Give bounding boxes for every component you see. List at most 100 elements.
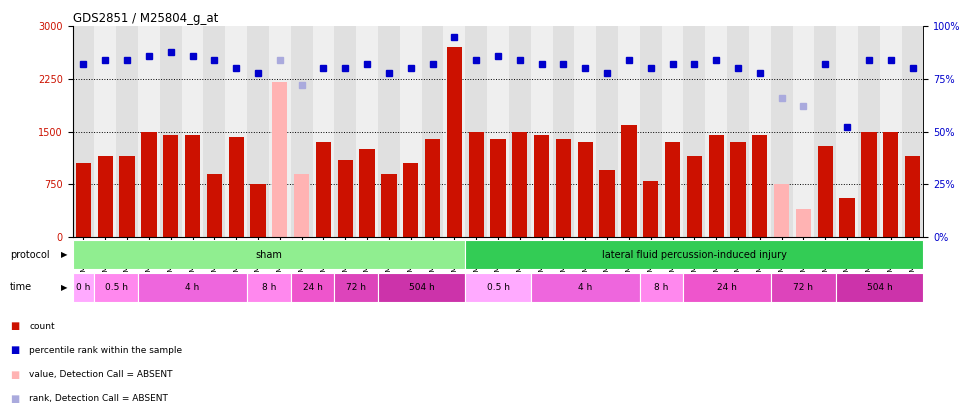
Bar (160, 26, 182, 237)
Bar (862, 132, 876, 237)
Text: 0.5 h: 0.5 h (104, 283, 128, 292)
Bar (465, 26, 487, 237)
Bar (774, 184, 789, 237)
Bar (465, 273, 531, 302)
Bar (425, 139, 440, 237)
Bar (487, 26, 509, 237)
Bar (269, 26, 291, 237)
Bar (836, 26, 858, 237)
Bar (378, 273, 465, 302)
Bar (727, 26, 748, 237)
Text: time: time (10, 282, 32, 292)
Text: 4 h: 4 h (578, 283, 593, 292)
Bar (771, 26, 793, 237)
Text: 8 h: 8 h (262, 283, 277, 292)
Bar (360, 149, 375, 237)
Bar (381, 174, 396, 237)
Text: ■: ■ (10, 394, 19, 404)
Bar (531, 273, 640, 302)
Bar (403, 163, 419, 237)
Bar (335, 26, 356, 237)
Bar (203, 26, 225, 237)
Bar (312, 26, 335, 237)
Bar (771, 273, 836, 302)
Text: value, Detection Call = ABSENT: value, Detection Call = ABSENT (29, 370, 172, 379)
Text: 4 h: 4 h (186, 283, 199, 292)
Text: ▶: ▶ (61, 283, 68, 292)
Bar (748, 26, 771, 237)
Bar (447, 47, 462, 237)
Bar (618, 26, 640, 237)
Text: 72 h: 72 h (794, 283, 813, 292)
Bar (294, 174, 309, 237)
Bar (552, 26, 574, 237)
Bar (73, 273, 95, 302)
Bar (818, 146, 833, 237)
Bar (531, 26, 552, 237)
Bar (905, 156, 921, 237)
Bar (509, 26, 531, 237)
Bar (597, 26, 618, 237)
Bar (141, 132, 157, 237)
Bar (661, 26, 684, 237)
Bar (95, 26, 116, 237)
Bar (574, 26, 597, 237)
Bar (248, 26, 269, 237)
Bar (730, 142, 746, 237)
Bar (182, 26, 203, 237)
Text: ■: ■ (10, 345, 19, 355)
Bar (291, 26, 312, 237)
Bar (469, 132, 484, 237)
Text: 8 h: 8 h (655, 283, 669, 292)
Bar (490, 139, 506, 237)
Bar (665, 142, 680, 237)
Bar (534, 135, 549, 237)
Bar (73, 240, 465, 269)
Bar (621, 125, 636, 237)
Text: ■: ■ (10, 370, 19, 379)
Bar (422, 26, 444, 237)
Bar (98, 156, 113, 237)
Bar (75, 163, 91, 237)
Bar (839, 198, 855, 237)
Bar (752, 135, 768, 237)
Bar (836, 273, 923, 302)
Text: ▶: ▶ (61, 250, 68, 259)
Bar (858, 26, 880, 237)
Bar (465, 240, 923, 269)
Bar (513, 132, 527, 237)
Bar (709, 135, 724, 237)
Text: ■: ■ (10, 321, 19, 331)
Bar (185, 135, 200, 237)
Bar (600, 170, 615, 237)
Text: 72 h: 72 h (346, 283, 366, 292)
Bar (378, 26, 399, 237)
Bar (337, 160, 353, 237)
Text: 24 h: 24 h (303, 283, 322, 292)
Bar (577, 142, 593, 237)
Bar (883, 132, 898, 237)
Bar (248, 273, 291, 302)
Bar (228, 136, 244, 237)
Bar (316, 142, 331, 237)
Bar (880, 26, 901, 237)
Bar (444, 26, 465, 237)
Bar (138, 273, 248, 302)
Text: percentile rank within the sample: percentile rank within the sample (29, 346, 182, 355)
Text: 0.5 h: 0.5 h (486, 283, 510, 292)
Bar (684, 26, 705, 237)
Bar (207, 174, 222, 237)
Text: 504 h: 504 h (867, 283, 893, 292)
Bar (116, 26, 138, 237)
Bar (399, 26, 422, 237)
Bar (901, 26, 923, 237)
Bar (687, 156, 702, 237)
Text: lateral fluid percussion-induced injury: lateral fluid percussion-induced injury (601, 250, 787, 260)
Bar (356, 26, 378, 237)
Bar (640, 273, 684, 302)
Text: GDS2851 / M25804_g_at: GDS2851 / M25804_g_at (73, 12, 218, 25)
Bar (73, 26, 95, 237)
Text: 24 h: 24 h (718, 283, 737, 292)
Text: 504 h: 504 h (409, 283, 434, 292)
Text: count: count (29, 322, 54, 330)
